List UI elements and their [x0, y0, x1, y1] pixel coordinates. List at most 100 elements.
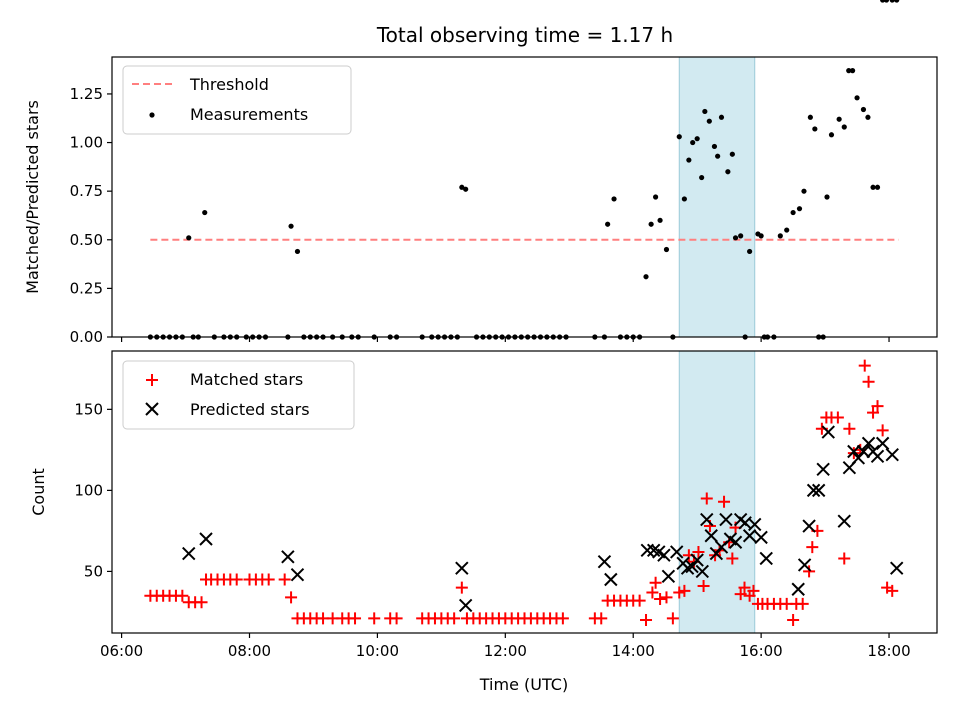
predicted-star-point	[640, 543, 654, 558]
matched-star-point	[806, 541, 819, 554]
matched-star-point	[871, 400, 884, 413]
predicted-star-point	[690, 553, 704, 567]
matched-star-point	[230, 573, 243, 586]
measurement-point	[681, 196, 687, 202]
measurement-point	[796, 206, 803, 212]
predicted-star-point	[802, 519, 816, 533]
matched-star-point	[285, 591, 298, 604]
matched-star-point	[886, 584, 899, 597]
measurement-point	[747, 248, 753, 255]
measurement-point	[648, 221, 654, 227]
bottom-x-tick-label: 06:00	[100, 642, 143, 660]
predicted-star-point	[661, 569, 676, 583]
matched-star-point	[448, 612, 461, 625]
measurement-point	[729, 151, 735, 157]
matched-star-point	[368, 612, 381, 625]
matched-star-point	[646, 586, 659, 599]
measurement-point	[657, 217, 663, 223]
top-y-tick-label: 0.50	[70, 231, 103, 249]
top-y-axis-label: Matched/Predicted stars	[23, 100, 42, 294]
predicted-star-point	[875, 436, 890, 451]
predicted-star-point	[597, 554, 612, 569]
measurement-point	[706, 118, 712, 124]
predicted-star-point	[728, 535, 743, 549]
matched-star-point	[278, 573, 291, 586]
matched-star-point	[700, 492, 713, 505]
matched-star-point	[390, 612, 403, 625]
top-x-ticks	[120, 337, 890, 342]
matched-star-point	[831, 411, 844, 424]
predicted-star-point	[847, 444, 861, 459]
measurement-point	[694, 136, 700, 142]
measurement-point	[854, 95, 860, 101]
measurement-point	[702, 108, 708, 115]
measurement-point	[663, 246, 670, 253]
measurement-point	[294, 248, 301, 255]
matched-star-point	[843, 422, 856, 435]
measurement-point	[849, 68, 856, 74]
legend-predicted-swatch	[145, 402, 159, 416]
bottom-x-tick-label: 14:00	[612, 642, 655, 660]
chart-title: Total observing time = 1.17 h	[376, 23, 673, 47]
measurement-point	[202, 209, 208, 216]
measurement-point	[807, 114, 813, 120]
measurement-point	[699, 174, 705, 181]
measurement-point	[605, 221, 611, 227]
predicted-star-point	[290, 567, 305, 582]
predicted-star-point	[458, 598, 473, 613]
matched-star-point	[455, 581, 468, 594]
measurement-point	[894, 0, 900, 3]
matched-star-point	[876, 424, 889, 437]
measurement-point	[846, 68, 852, 74]
matched-star-point	[858, 359, 871, 372]
matched-star-point	[195, 596, 208, 609]
measurement-point	[790, 209, 796, 216]
measurement-point	[715, 153, 721, 159]
bottom-y-axis: 50 100 150	[74, 400, 112, 580]
measurement-point	[611, 196, 617, 202]
bottom-y-tick-label: 50	[84, 562, 103, 580]
measurement-point	[883, 0, 890, 3]
measurement-point	[784, 227, 790, 233]
top-legend: Threshold Measurements	[122, 65, 352, 135]
measurement-point	[686, 157, 692, 163]
predicted-star-point	[199, 532, 213, 546]
measurement-point	[738, 233, 744, 239]
measurement-point	[463, 186, 469, 192]
bottom-y-tick-label: 150	[74, 400, 103, 418]
measurement-point	[758, 233, 764, 239]
legend-measurements-swatch	[149, 112, 155, 118]
predicted-star-point	[754, 530, 768, 545]
measurement-point	[824, 194, 830, 200]
predicted-star-point	[742, 529, 757, 543]
predicted-star-point	[748, 517, 762, 532]
top-panel: 0.00 0.25 0.50 0.75 1.00 1.25 Matched/Predict…	[23, 0, 938, 346]
matched-star-point	[633, 594, 646, 607]
matched-star-point	[654, 592, 667, 605]
matched-star-point	[692, 545, 705, 558]
predicted-star-point	[759, 551, 773, 566]
top-legend-box	[122, 65, 352, 135]
matched-star-point	[787, 614, 800, 627]
predicted-star-point	[182, 546, 196, 561]
measurement-point	[828, 132, 835, 138]
matched-star-point	[673, 586, 686, 599]
measurement-point	[676, 134, 682, 140]
bottom-x-tick-label: 08:00	[228, 642, 271, 660]
bottom-y-axis-label: Count	[29, 468, 48, 516]
predicted-star-point	[680, 561, 695, 575]
matched-star-point	[862, 375, 875, 388]
predicted-star-point	[670, 545, 684, 559]
matched-star-point	[262, 573, 275, 586]
top-y-tick-label: 0.75	[70, 182, 103, 200]
bottom-plot-area	[144, 359, 904, 627]
predicted-star-point	[837, 514, 851, 528]
predicted-star-point	[870, 449, 885, 464]
bottom-legend: Matched stars Predicted stars	[122, 360, 355, 430]
measurement-point	[718, 114, 725, 120]
matched-star-point	[176, 589, 189, 602]
measurement-point	[725, 169, 731, 175]
measurement-point	[732, 235, 739, 241]
top-y-axis: 0.00 0.25 0.50 0.75 1.00 1.25	[70, 85, 112, 346]
top-y-tick-label: 1.25	[70, 85, 103, 103]
